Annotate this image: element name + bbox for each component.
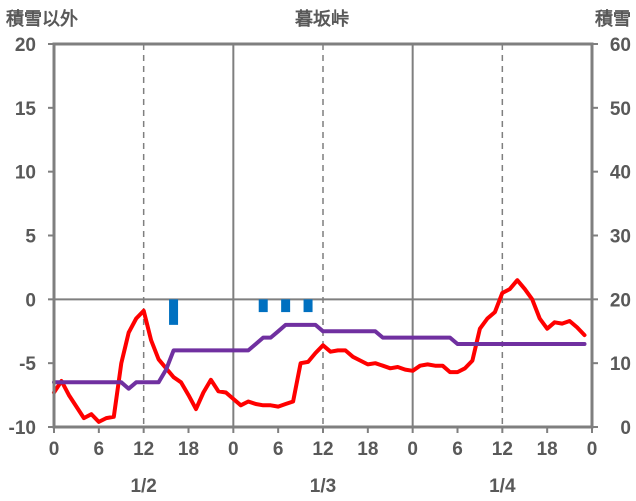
series-line-1 — [52, 278, 587, 424]
line-series — [52, 278, 587, 424]
x-axis-ticks: 0 6 12 18 0 6 12 18 0 6 12 18 0 — [49, 427, 598, 460]
precip-bar — [169, 299, 179, 325]
grid-lines — [54, 44, 592, 427]
right-tick-label: 40 — [610, 163, 631, 184]
precip-bar — [281, 299, 291, 313]
x-tick-label: 18 — [537, 439, 558, 460]
left-tick-label: 20 — [15, 35, 36, 56]
left-tick-label: 0 — [25, 290, 36, 311]
left-tick-label: -5 — [19, 354, 36, 375]
right-tick-label: 20 — [610, 290, 631, 311]
right-tick-label: 10 — [610, 354, 631, 375]
x-tick-label: 0 — [49, 439, 60, 460]
precip-bar — [303, 299, 313, 313]
x-tick-label: 0 — [407, 439, 418, 460]
x-tick-label: 18 — [178, 439, 199, 460]
x-tick-label: 0 — [587, 439, 598, 460]
date-label: 1/4 — [489, 476, 516, 497]
left-tick-label: 5 — [25, 227, 36, 248]
x-tick-label: 12 — [312, 439, 333, 460]
left-tick-label: 10 — [15, 163, 36, 184]
x-tick-label: 6 — [94, 439, 105, 460]
right-tick-label: 30 — [610, 227, 631, 248]
x-tick-label: 12 — [492, 439, 513, 460]
x-tick-label: 6 — [273, 439, 284, 460]
right-tick-label: 60 — [610, 35, 631, 56]
right-axis-title: 積雪 — [594, 8, 631, 30]
date-label: 1/3 — [310, 476, 336, 497]
date-label: 1/2 — [130, 476, 156, 497]
x-tick-label: 0 — [228, 439, 239, 460]
right-tick-label: 0 — [620, 418, 631, 439]
left-axis-ticks: 20 15 10 5 0 -5 -10 — [9, 35, 54, 439]
left-axis-title: 積雪以外 — [5, 8, 78, 30]
left-tick-label: -10 — [9, 418, 36, 439]
right-tick-label: 50 — [610, 99, 631, 120]
series-line-2 — [52, 322, 587, 391]
date-labels: 1/2 1/3 1/4 — [130, 476, 516, 497]
precip-bar — [258, 299, 268, 313]
x-tick-label: 6 — [452, 439, 463, 460]
chart-title: 暮坂峠 — [294, 9, 349, 30]
right-axis-ticks: 60 50 40 30 20 10 0 — [592, 35, 631, 439]
bar-series — [169, 299, 313, 325]
x-tick-label: 18 — [357, 439, 378, 460]
left-tick-label: 15 — [15, 99, 37, 120]
x-tick-label: 12 — [133, 439, 154, 460]
